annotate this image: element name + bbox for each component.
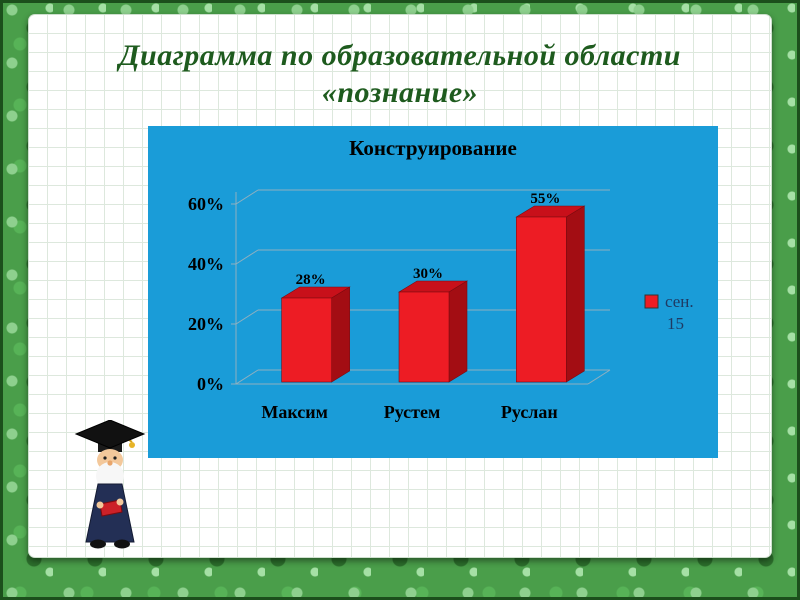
slide-title: Диаграмма по образовательной области «поз… — [64, 38, 736, 111]
y-axis-tick-label: 60% — [188, 194, 224, 214]
wizard-mascot-image — [74, 420, 146, 549]
shoe — [114, 539, 130, 549]
bar-data-label: 55% — [530, 191, 560, 207]
x-axis-category-label: Руслан — [501, 402, 558, 422]
bar — [516, 216, 567, 383]
bar — [281, 297, 332, 383]
shoe — [90, 539, 106, 549]
nose — [107, 460, 113, 466]
legend-label-line1: сен. — [665, 292, 694, 311]
legend-marker — [644, 294, 659, 309]
beard — [96, 462, 124, 490]
gridline — [235, 189, 259, 205]
x-axis-category-label: Рустем — [384, 402, 441, 422]
legend-label-line2: 15 — [667, 314, 684, 333]
bar-side-face — [448, 280, 468, 383]
slide-paper: Диаграмма по образовательной области «поз… — [28, 14, 772, 558]
bar-side-face — [566, 205, 585, 383]
gridline — [235, 369, 259, 385]
y-axis-tick-label: 40% — [188, 254, 224, 274]
chart-plot: 0% 20% 40% 60% 28% Максим 30% Рустем 55% Руслан се… — [188, 189, 694, 422]
y-axis-tick-label: 0% — [197, 374, 224, 394]
gridline — [235, 249, 259, 265]
slide-title-line1: Диаграмма по образовательной области — [119, 39, 681, 72]
bar-data-label: 28% — [296, 272, 326, 288]
floor-side-edge — [587, 369, 611, 385]
bar — [398, 291, 450, 383]
chart-frame: 0% 20% 40% 60% 28% Максим 30% Рустем 55% Руслан се… — [148, 126, 718, 458]
bar-data-label: 30% — [413, 266, 443, 282]
y-axis-tick-label: 20% — [188, 314, 224, 334]
tassel-end — [129, 442, 135, 448]
book — [99, 499, 123, 517]
x-axis-category-label: Максим — [261, 402, 328, 422]
gridline — [235, 309, 259, 325]
bar-side-face — [331, 286, 350, 383]
mortarboard — [74, 420, 146, 449]
chart-title: Конструирование — [349, 136, 517, 160]
slide-title-line2: «познание» — [321, 75, 479, 109]
